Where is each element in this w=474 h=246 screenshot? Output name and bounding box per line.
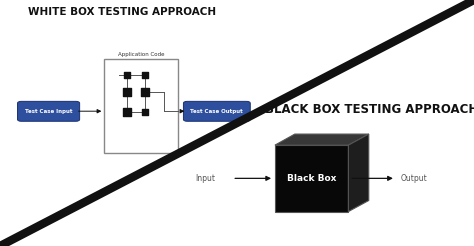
Text: Output: Output: [401, 174, 427, 183]
Text: WHITE BOX TESTING APPROACH: WHITE BOX TESTING APPROACH: [28, 7, 217, 17]
Text: Black Box: Black Box: [287, 174, 336, 183]
Point: [123, 73, 131, 77]
Point: [123, 110, 131, 114]
FancyBboxPatch shape: [183, 101, 250, 121]
Polygon shape: [275, 134, 369, 145]
Text: Test Case Output: Test Case Output: [191, 109, 243, 114]
Point: [141, 90, 148, 94]
Polygon shape: [348, 134, 369, 212]
Point: [141, 110, 148, 114]
Text: Input: Input: [196, 174, 216, 183]
Text: Application Code: Application Code: [118, 52, 164, 57]
Point: [123, 90, 131, 94]
FancyBboxPatch shape: [275, 145, 348, 212]
Point: [141, 73, 148, 77]
Text: Test Case Input: Test Case Input: [25, 109, 73, 114]
FancyBboxPatch shape: [18, 101, 80, 121]
FancyBboxPatch shape: [104, 59, 178, 153]
Text: BLACK BOX TESTING APPROACH: BLACK BOX TESTING APPROACH: [265, 103, 474, 116]
